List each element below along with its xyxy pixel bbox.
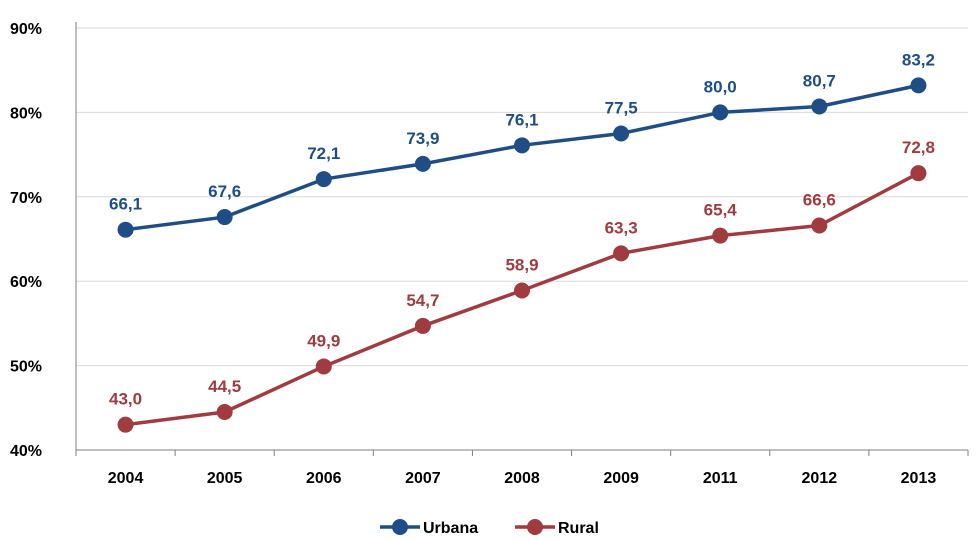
data-point: [514, 282, 530, 299]
x-tick-label: 2009: [603, 470, 639, 487]
data-point: [117, 416, 134, 433]
data-label: 72,8: [902, 138, 935, 157]
data-label: 80,7: [803, 71, 836, 90]
data-point: [613, 125, 630, 142]
axes: [75, 22, 969, 456]
data-label: 65,4: [704, 201, 738, 220]
data-label: 63,3: [605, 218, 638, 237]
y-tick-label: 80%: [10, 105, 42, 122]
series-rural: 43,0 44,5 49,9 54,7 58,9 63,3 65,4 66,6 72,8: [109, 138, 935, 433]
x-tick-label: 2008: [504, 470, 540, 487]
data-point: [216, 404, 233, 421]
legend-point-marker: [527, 519, 543, 535]
data-point: [315, 358, 332, 375]
data-label: 76,1: [505, 110, 538, 129]
x-tick-label: 2007: [405, 470, 441, 487]
y-tick-label: 70%: [10, 190, 42, 207]
y-tick-label: 90%: [10, 21, 42, 38]
data-label: 72,1: [307, 144, 340, 163]
data-label: 58,9: [505, 255, 538, 274]
y-tick-label: 60%: [10, 274, 42, 291]
legend: Urbana Rural: [380, 519, 599, 537]
y-axis-tick-labels: 40% 50% 60% 70% 80% 90%: [10, 21, 42, 460]
data-label: 43,0: [109, 390, 142, 409]
legend-entry-rural: Rural: [515, 519, 599, 537]
x-axis-tick-labels: 2004 2005 2006 2007 2008 2009 2011 2012 2013: [108, 470, 937, 487]
data-point: [910, 165, 927, 182]
data-label: 67,6: [208, 182, 241, 201]
data-label: 80,0: [704, 77, 737, 96]
data-label: 83,2: [902, 50, 935, 69]
y-tick-label: 50%: [10, 359, 42, 376]
x-tick-label: 2012: [802, 470, 838, 487]
data-point: [712, 104, 729, 121]
data-point: [117, 221, 134, 238]
data-point: [414, 317, 431, 334]
legend-label: Rural: [558, 520, 599, 537]
x-tick-label: 2005: [207, 470, 243, 487]
data-label: 73,9: [406, 129, 439, 148]
legend-label: Urbana: [423, 520, 478, 537]
x-tick-label: 2006: [306, 470, 342, 487]
series-line-urbana: [125, 83, 919, 232]
data-point: [315, 171, 332, 188]
data-series: 66,1 67,6 72,1 73,9 76,1 77,5 80,0 80,7 83,2 43,0…: [109, 50, 935, 433]
data-point: [514, 137, 530, 154]
data-point: [712, 227, 729, 244]
data-point: [216, 209, 233, 226]
series-urbana: 66,1 67,6 72,1 73,9 76,1 77,5 80,0 80,7 83,2: [109, 50, 935, 238]
data-point: [910, 77, 927, 94]
x-tick-label: 2004: [108, 470, 144, 487]
data-label: 66,6: [803, 190, 836, 209]
data-point: [414, 155, 431, 172]
legend-entry-urbana: Urbana: [380, 519, 478, 537]
data-point: [811, 98, 828, 115]
data-label: 44,5: [208, 377, 241, 396]
data-label: 49,9: [307, 331, 340, 350]
data-point: [613, 245, 630, 262]
data-point: [811, 217, 828, 234]
legend-point-marker: [392, 519, 408, 535]
x-tick-label: 2011: [703, 470, 738, 487]
data-label: 77,5: [605, 99, 638, 118]
y-tick-label: 40%: [10, 443, 42, 460]
data-label: 54,7: [406, 291, 439, 310]
data-label: 66,1: [109, 195, 142, 214]
x-tick-label: 2013: [901, 470, 937, 487]
